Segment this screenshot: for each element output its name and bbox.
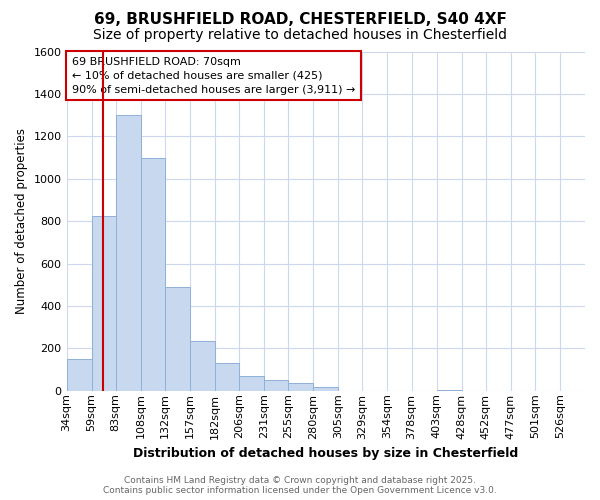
Bar: [215, 363, 239, 391]
Text: 69 BRUSHFIELD ROAD: 70sqm
← 10% of detached houses are smaller (425)
90% of semi: 69 BRUSHFIELD ROAD: 70sqm ← 10% of detac…: [72, 56, 355, 94]
Text: 69, BRUSHFIELD ROAD, CHESTERFIELD, S40 4XF: 69, BRUSHFIELD ROAD, CHESTERFIELD, S40 4…: [94, 12, 506, 28]
Bar: [264, 380, 288, 391]
Bar: [437, 390, 461, 391]
Bar: [92, 216, 116, 391]
Y-axis label: Number of detached properties: Number of detached properties: [15, 128, 28, 314]
Bar: [67, 359, 92, 391]
Bar: [288, 384, 313, 391]
Bar: [116, 115, 141, 391]
Text: Size of property relative to detached houses in Chesterfield: Size of property relative to detached ho…: [93, 28, 507, 42]
Bar: [141, 158, 165, 391]
X-axis label: Distribution of detached houses by size in Chesterfield: Distribution of detached houses by size …: [133, 447, 518, 460]
Bar: [165, 287, 190, 391]
Bar: [239, 376, 264, 391]
Bar: [190, 341, 215, 391]
Bar: [313, 386, 338, 391]
Text: Contains HM Land Registry data © Crown copyright and database right 2025.
Contai: Contains HM Land Registry data © Crown c…: [103, 476, 497, 495]
